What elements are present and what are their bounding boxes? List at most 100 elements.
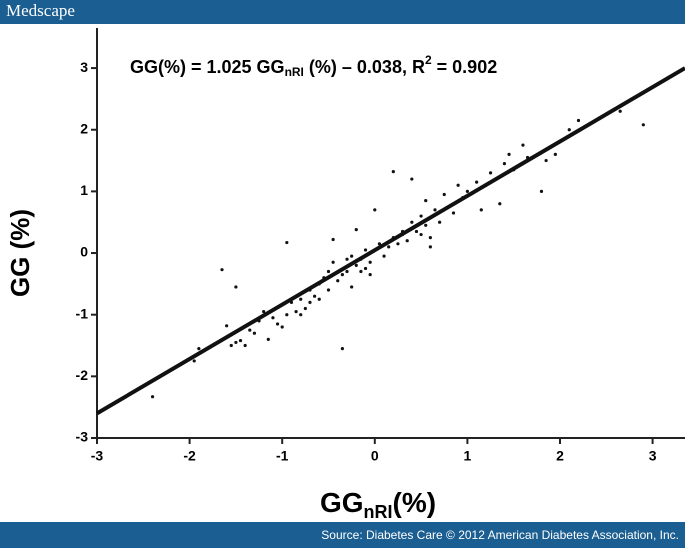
point bbox=[428, 236, 432, 240]
annotation: GG(%) = 1.025 GGnRI (%) – 0.038, R2 = 0.… bbox=[130, 53, 497, 79]
point bbox=[326, 288, 331, 292]
footer-bar bbox=[0, 522, 685, 548]
point bbox=[294, 310, 298, 314]
point bbox=[502, 162, 507, 166]
x-tick-label: -1 bbox=[276, 448, 289, 464]
x-tick-label: 3 bbox=[649, 448, 657, 464]
y-tick-label: -2 bbox=[76, 367, 89, 383]
point bbox=[419, 232, 423, 237]
x-tick-label: 2 bbox=[556, 448, 564, 464]
annotation-sup: 2 bbox=[425, 53, 432, 67]
point bbox=[275, 322, 280, 326]
point bbox=[345, 257, 349, 261]
point bbox=[479, 208, 483, 212]
annotation-part: GG(%) = 1.025 GG bbox=[130, 57, 285, 77]
point bbox=[308, 300, 312, 304]
point bbox=[507, 152, 511, 156]
point bbox=[567, 128, 571, 132]
point bbox=[521, 143, 525, 147]
x-label-part: (%) bbox=[393, 487, 437, 518]
point bbox=[280, 325, 284, 329]
x-tick-label: -2 bbox=[183, 448, 196, 464]
point bbox=[331, 237, 335, 242]
x-label-part: GG bbox=[320, 487, 364, 518]
y-tick-label: -3 bbox=[76, 429, 89, 445]
point bbox=[475, 180, 479, 184]
x-tick-label: 1 bbox=[463, 448, 471, 464]
point bbox=[363, 248, 368, 252]
point bbox=[225, 324, 229, 328]
y-tick-label: 2 bbox=[80, 120, 88, 136]
y-tick-label: -1 bbox=[76, 305, 89, 321]
point bbox=[248, 328, 252, 332]
point bbox=[442, 192, 446, 197]
point bbox=[313, 294, 317, 298]
point bbox=[308, 288, 312, 292]
x-label-sub: nRI bbox=[364, 502, 393, 522]
point bbox=[539, 189, 544, 193]
point bbox=[576, 118, 581, 123]
x-tick-label: -3 bbox=[91, 448, 104, 464]
point bbox=[336, 279, 340, 283]
point bbox=[525, 155, 530, 160]
point bbox=[461, 195, 465, 200]
point bbox=[400, 229, 405, 234]
point bbox=[326, 269, 331, 274]
point bbox=[197, 347, 201, 351]
point bbox=[303, 306, 307, 311]
point bbox=[243, 343, 247, 348]
point bbox=[488, 171, 493, 175]
point bbox=[271, 316, 275, 320]
annotation-part: (%) – 0.038, R bbox=[304, 57, 425, 77]
point bbox=[410, 220, 414, 224]
point bbox=[438, 220, 442, 224]
point bbox=[354, 228, 358, 232]
point bbox=[382, 254, 386, 258]
point bbox=[544, 158, 548, 163]
point bbox=[512, 168, 516, 172]
point bbox=[377, 242, 382, 246]
point bbox=[553, 152, 557, 156]
point bbox=[387, 245, 391, 249]
point bbox=[331, 260, 335, 264]
point bbox=[373, 248, 377, 252]
point bbox=[340, 347, 344, 351]
y-tick-label: 0 bbox=[80, 244, 88, 260]
point bbox=[229, 343, 233, 348]
point bbox=[322, 276, 326, 280]
point bbox=[391, 170, 395, 174]
brand: Medscape bbox=[6, 1, 75, 20]
point bbox=[150, 395, 155, 399]
point bbox=[359, 269, 363, 274]
point bbox=[350, 254, 354, 258]
point bbox=[456, 183, 460, 187]
x-axis-label: GGnRI(%) bbox=[320, 487, 436, 521]
point bbox=[350, 285, 354, 289]
point bbox=[262, 310, 266, 314]
point bbox=[317, 282, 321, 286]
point bbox=[465, 189, 469, 193]
header-bar bbox=[0, 0, 685, 24]
point bbox=[345, 269, 349, 274]
annotation-sub: nRI bbox=[285, 65, 304, 79]
point bbox=[428, 245, 432, 249]
point bbox=[405, 239, 409, 243]
point bbox=[447, 205, 451, 209]
point bbox=[252, 331, 257, 335]
x-tick-label: 0 bbox=[371, 448, 379, 464]
point bbox=[234, 340, 238, 345]
point bbox=[340, 273, 344, 277]
point bbox=[354, 263, 358, 267]
point bbox=[373, 208, 377, 212]
point bbox=[410, 177, 414, 181]
point bbox=[424, 223, 428, 227]
point bbox=[359, 257, 363, 261]
point bbox=[641, 123, 645, 127]
point bbox=[419, 214, 423, 218]
point bbox=[484, 183, 488, 187]
point bbox=[289, 300, 294, 304]
point bbox=[257, 319, 261, 323]
point bbox=[285, 313, 289, 317]
point bbox=[266, 337, 270, 341]
